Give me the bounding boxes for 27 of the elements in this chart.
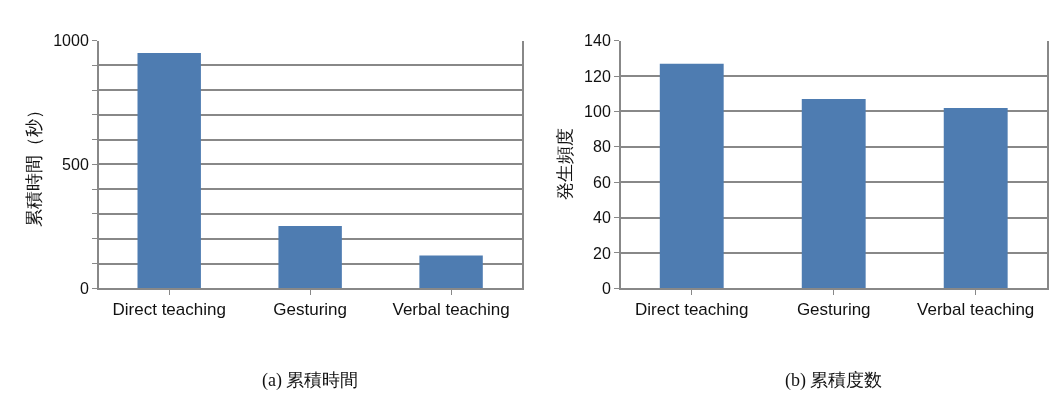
bar: [419, 255, 483, 289]
bar: [801, 99, 866, 289]
bar: [278, 225, 342, 289]
x-tick-label: Direct teaching: [635, 300, 749, 320]
y-tick-label: 500: [62, 156, 89, 174]
x-tick-label: Gesturing: [796, 300, 871, 320]
y-axis-title: 発生頻度: [553, 128, 575, 201]
x-axis-title: (b) 累積度数: [784, 370, 883, 392]
x-axis-title: (a) 累積時間: [261, 370, 359, 392]
y-tick-label: 100: [584, 103, 611, 121]
bar: [137, 53, 201, 289]
y-tick-label: 1000: [53, 32, 89, 50]
x-tick-label: Direct teaching: [112, 300, 226, 320]
y-tick-label: 140: [584, 32, 611, 50]
y-tick-label: 120: [584, 67, 611, 85]
bar: [943, 107, 1008, 289]
y-tick-label: 40: [592, 209, 611, 227]
bar: [659, 63, 724, 289]
x-tick-label: Verbal teaching: [392, 300, 510, 320]
y-axis-title: 累積時間（秒）: [22, 101, 44, 228]
x-tick-label: Verbal teaching: [917, 300, 1035, 320]
y-tick-label: 60: [592, 173, 611, 191]
y-tick-label: 0: [79, 279, 89, 297]
y-tick-label: 80: [592, 138, 611, 156]
x-tick-label: Gesturing: [273, 300, 347, 320]
y-tick-label: 20: [592, 244, 611, 262]
y-tick-label: 0: [601, 279, 611, 297]
